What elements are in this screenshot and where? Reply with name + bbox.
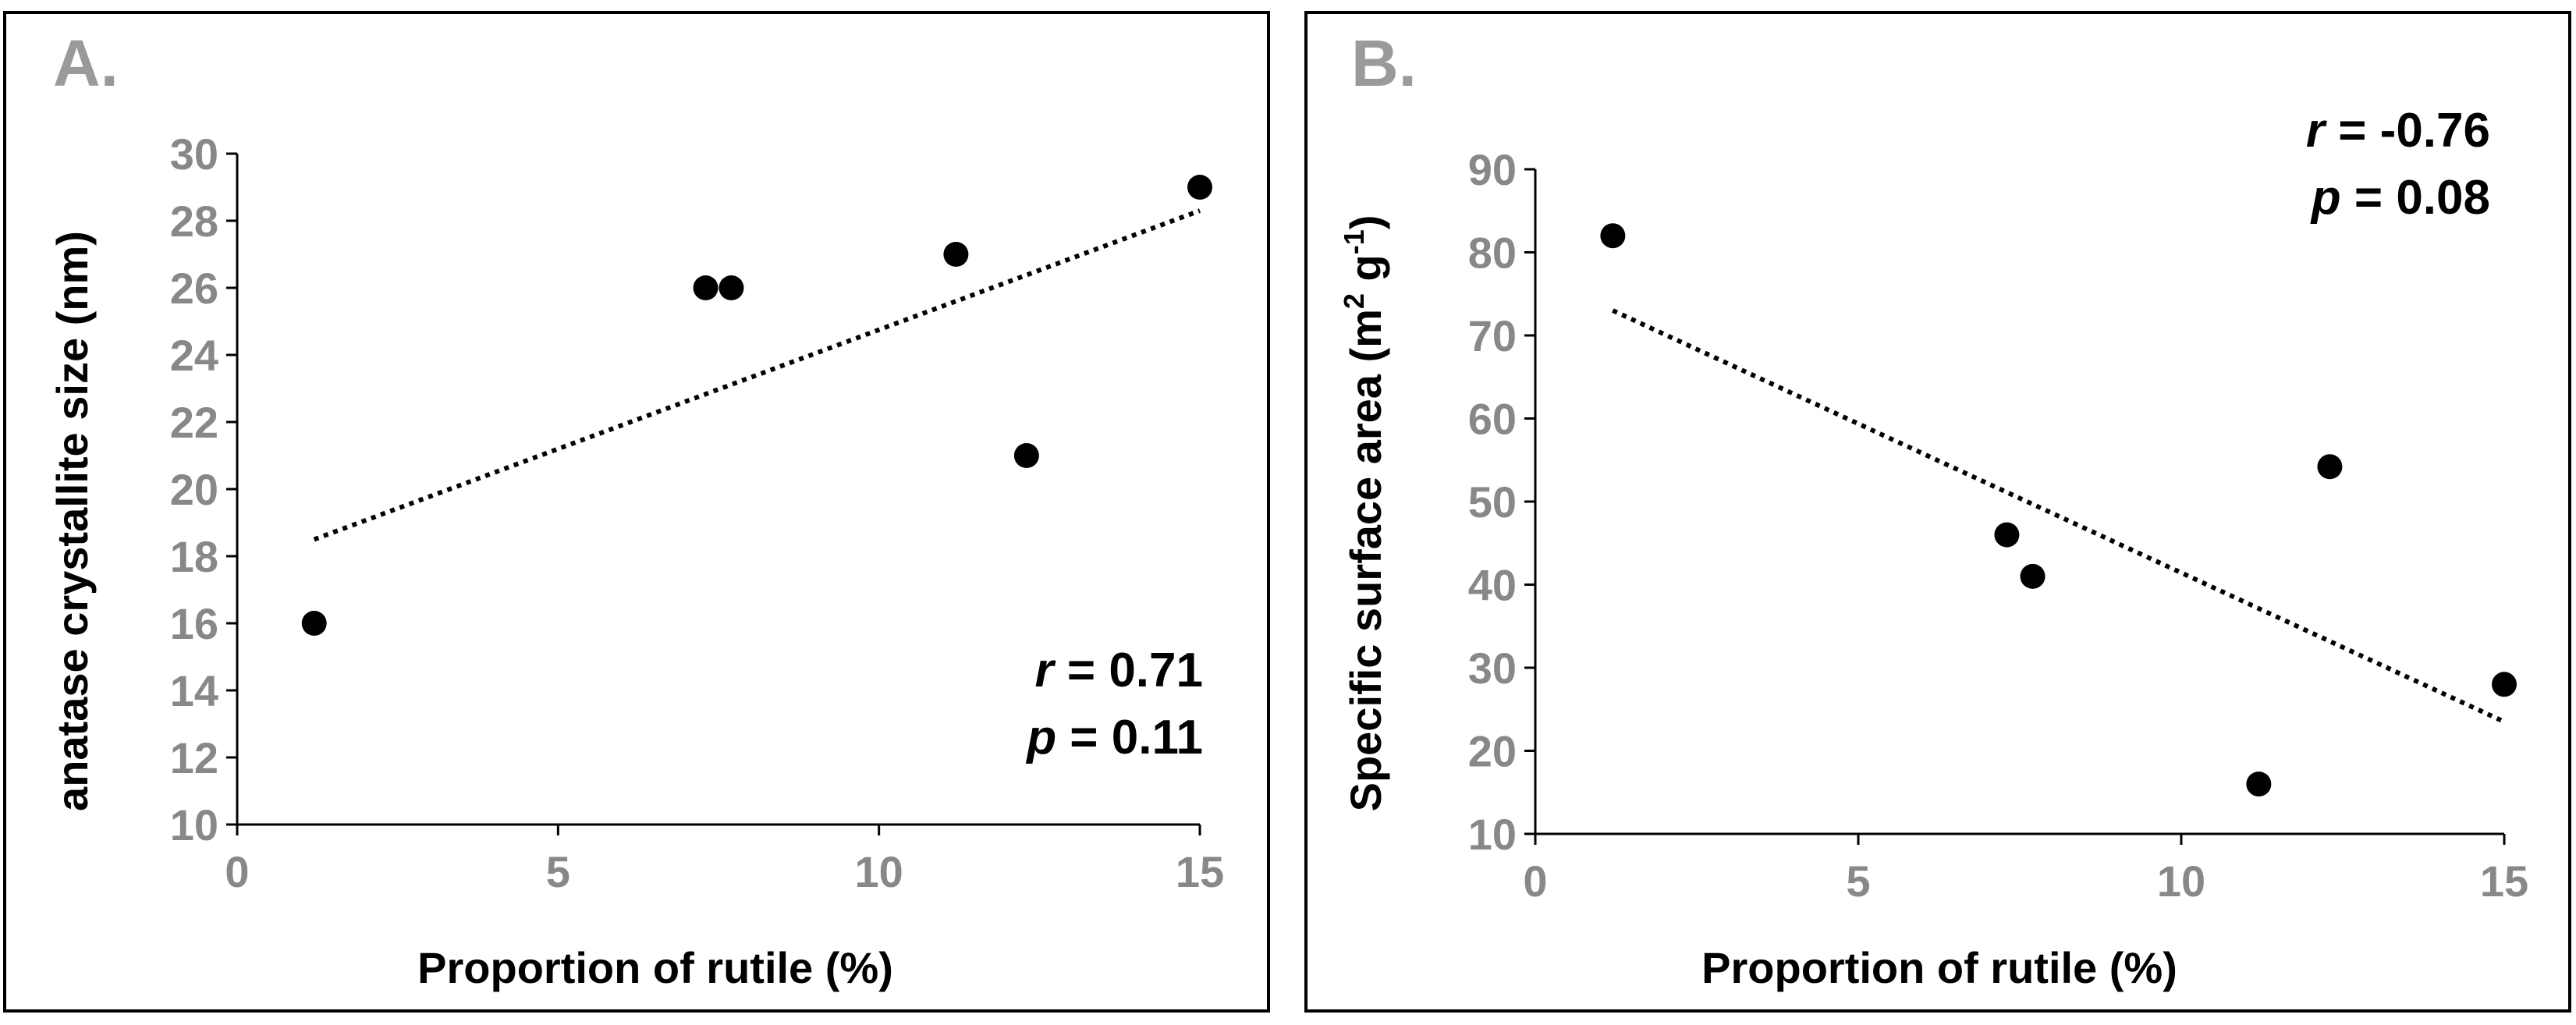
y-tick-label: 26	[170, 264, 218, 313]
y-tick-label: 80	[1468, 229, 1517, 278]
data-point	[2020, 563, 2046, 589]
x-axis-label-b: Proportion of rutile (%)	[1701, 943, 2177, 992]
chart-a-svg: A. 0 5 10 15 10 12 14 16 18 20 22 24 26 28 30 Proport…	[48, 27, 1224, 992]
y-tick-label: 18	[170, 532, 218, 581]
y-tick-label: 20	[1468, 727, 1517, 776]
x-tick-label: 15	[1176, 847, 1224, 896]
y-tick-label: 10	[170, 800, 218, 849]
y-tick-label: 90	[1468, 145, 1517, 194]
stat-p-b: p = 0.08	[2310, 171, 2490, 225]
data-point	[1600, 223, 1626, 249]
data-point	[2246, 771, 2272, 797]
chart-a-y-ticks: 10 12 14 16 18 20 22 24 26 28 30	[170, 129, 237, 849]
x-tick-label: 5	[1846, 857, 1870, 906]
y-tick-label: 60	[1468, 395, 1517, 444]
y-axis-label-b: Specific surface area (m2 g-1)	[1338, 215, 1390, 812]
panel-label-a: A.	[53, 27, 119, 100]
trendline	[313, 208, 1201, 542]
x-tick-label: 0	[1523, 857, 1547, 906]
x-tick-label: 15	[2480, 857, 2528, 906]
chart-b-y-ticks: 10 20 30 40 50 60 70 80 90	[1468, 145, 1535, 859]
y-tick-label: 22	[170, 398, 218, 447]
chart-panel-b: B. 0 5 10 15 10 20 30 40 50 60 70 80 90 Proportion …	[1304, 11, 2571, 1013]
chart-b-points	[1600, 223, 2517, 797]
x-axis-label-a: Proportion of rutile (%)	[417, 943, 893, 992]
x-tick-label: 10	[855, 847, 903, 896]
data-point	[693, 275, 719, 300]
y-tick-label: 28	[170, 197, 218, 246]
x-tick-label: 10	[2157, 857, 2205, 906]
y-tick-label: 16	[170, 599, 218, 648]
y-tick-label: 12	[170, 733, 218, 782]
y-tick-label: 40	[1468, 561, 1517, 610]
data-point	[943, 242, 969, 267]
data-point	[1994, 522, 2020, 548]
data-point	[1013, 443, 1039, 468]
y-tick-label: 24	[170, 331, 218, 380]
x-tick-label: 0	[225, 847, 249, 896]
data-point	[1187, 175, 1212, 200]
y-tick-label: 70	[1468, 311, 1517, 360]
y-tick-label: 20	[170, 465, 218, 514]
data-point	[2317, 454, 2343, 480]
chart-b-trendline	[1612, 308, 2506, 724]
chart-a-trendline	[313, 208, 1201, 542]
y-tick-label: 30	[1468, 644, 1517, 693]
y-axis-label-a: anatase crystallite size (nm)	[48, 231, 97, 811]
data-point	[719, 275, 744, 300]
data-point	[2492, 672, 2517, 697]
chart-b-axes	[1534, 169, 2504, 835]
y-tick-label: 50	[1468, 477, 1517, 527]
panel-label-b: B.	[1351, 27, 1417, 100]
chart-b-x-ticks: 0 5 10 15	[1523, 834, 2528, 906]
stat-p-a: p = 0.11	[1025, 711, 1203, 764]
x-tick-label: 5	[546, 847, 570, 896]
y-tick-label: 10	[1468, 810, 1517, 859]
chart-b-svg: B. 0 5 10 15 10 20 30 40 50 60 70 80 90 Proportion …	[1338, 27, 2528, 992]
stat-r-b: r = -0.76	[2306, 104, 2490, 158]
chart-panel-a: A. 0 5 10 15 10 12 14 16 18 20 22 24 26 28 30 Proport…	[3, 11, 1270, 1013]
y-tick-label: 30	[170, 129, 218, 179]
chart-a-x-ticks: 0 5 10 15	[225, 825, 1224, 896]
chart-a-points	[301, 175, 1212, 636]
y-tick-label: 14	[170, 666, 218, 715]
trendline	[1612, 308, 2506, 724]
stat-r-a: r = 0.71	[1035, 644, 1203, 697]
data-point	[301, 611, 327, 636]
